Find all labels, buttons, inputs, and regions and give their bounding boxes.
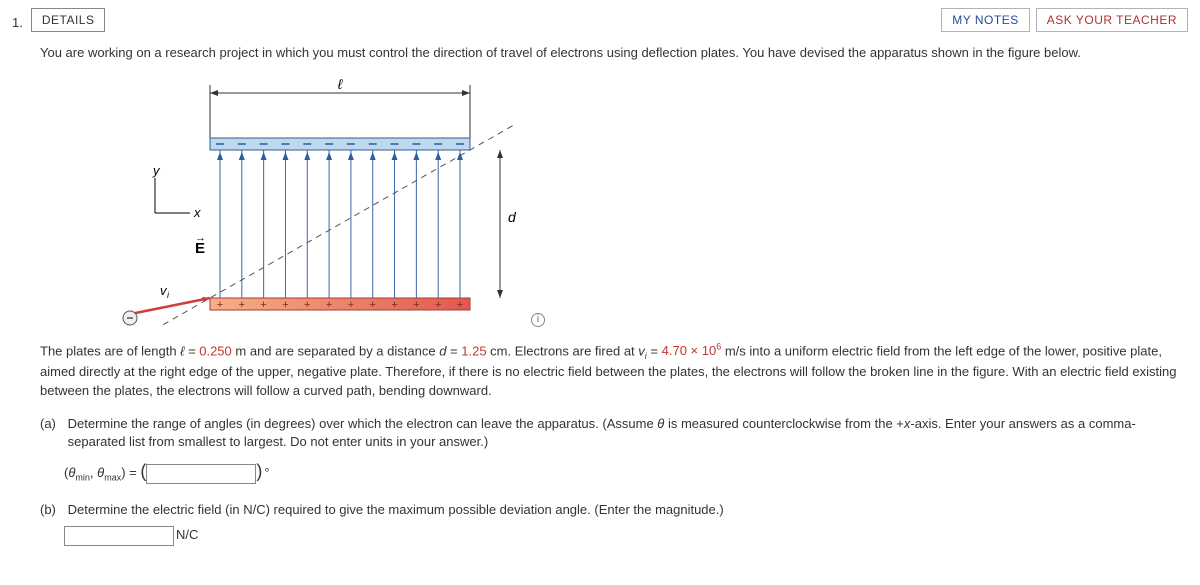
svg-text:+: + bbox=[457, 299, 463, 311]
svg-text:x: x bbox=[193, 205, 201, 220]
question-number: 1. bbox=[12, 11, 23, 30]
svg-text:+: + bbox=[326, 299, 332, 311]
svg-text:+: + bbox=[239, 299, 245, 311]
problem-paragraph: The plates are of length ℓ = 0.250 m and… bbox=[40, 341, 1188, 401]
svg-text:+: + bbox=[260, 299, 266, 311]
svg-text:+: + bbox=[304, 299, 310, 311]
svg-text:+: + bbox=[413, 299, 419, 311]
part-a-answer: (θmin, θmax) = ()° bbox=[64, 458, 1188, 485]
svg-text:+: + bbox=[217, 299, 223, 311]
ask-teacher-button[interactable]: ASK YOUR TEACHER bbox=[1036, 8, 1188, 32]
apparatus-figure: ℓ++++++++++++dyxE→vi i bbox=[100, 73, 520, 333]
part-b-label: (b) bbox=[40, 501, 64, 520]
part-b-answer: N/C bbox=[64, 526, 1188, 546]
info-icon[interactable]: i bbox=[531, 313, 545, 327]
angle-range-input[interactable] bbox=[146, 464, 256, 484]
svg-text:+: + bbox=[282, 299, 288, 311]
part-a-label: (a) bbox=[40, 415, 64, 434]
svg-text:→: → bbox=[195, 232, 206, 244]
svg-text:y: y bbox=[152, 163, 161, 178]
svg-text:d: d bbox=[508, 209, 517, 225]
svg-text:+: + bbox=[391, 299, 397, 311]
part-a: (a) Determine the range of angles (in de… bbox=[40, 415, 1188, 485]
svg-text:+: + bbox=[370, 299, 376, 311]
intro-text: You are working on a research project in… bbox=[40, 44, 1188, 63]
svg-text:i: i bbox=[167, 290, 170, 300]
svg-text:+: + bbox=[435, 299, 441, 311]
svg-text:ℓ: ℓ bbox=[337, 76, 343, 92]
my-notes-button[interactable]: MY NOTES bbox=[941, 8, 1029, 32]
svg-text:+: + bbox=[348, 299, 354, 311]
details-button[interactable]: DETAILS bbox=[31, 8, 106, 32]
part-b: (b) Determine the electric field (in N/C… bbox=[40, 501, 1188, 546]
efield-input[interactable] bbox=[64, 526, 174, 546]
